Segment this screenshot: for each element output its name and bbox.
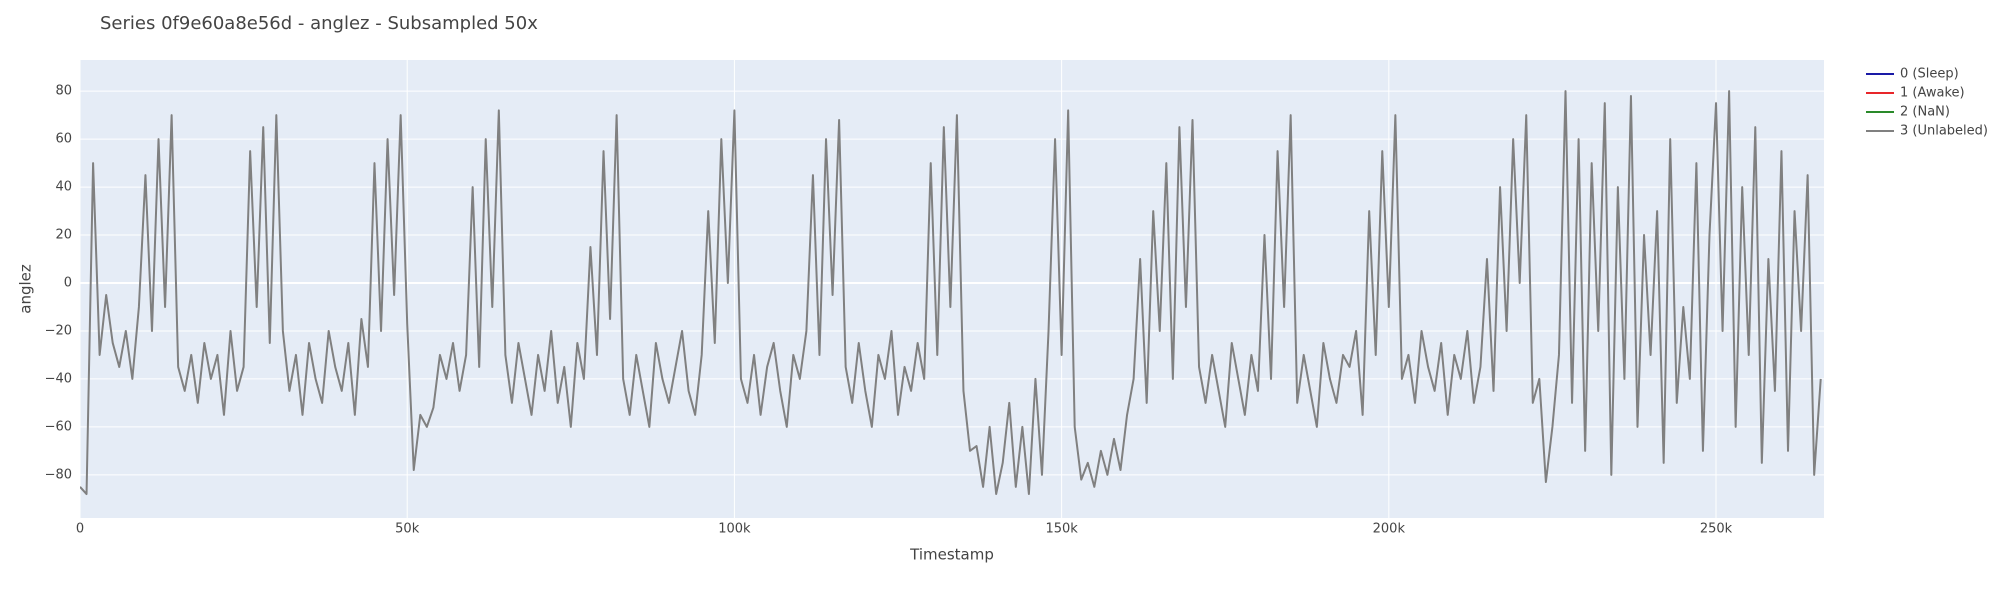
- legend-label: 0 (Sleep): [1900, 67, 1959, 82]
- plot-background: [80, 60, 1824, 518]
- y-tick-label: −20: [45, 323, 72, 338]
- x-tick-label: 250k: [1700, 522, 1733, 537]
- y-tick-label: −60: [45, 419, 72, 434]
- x-axis-title: Timestamp: [909, 546, 994, 564]
- y-tick-label: 80: [55, 84, 72, 99]
- x-tick-label: 200k: [1373, 522, 1406, 537]
- y-tick-label: −40: [45, 371, 72, 386]
- legend-label: 1 (Awake): [1900, 86, 1965, 101]
- y-tick-label: 40: [55, 180, 72, 195]
- x-tick-label: 150k: [1045, 522, 1078, 537]
- chart-title: Series 0f9e60a8e56d - anglez - Subsample…: [100, 13, 538, 34]
- x-tick-label: 50k: [395, 522, 420, 537]
- y-tick-label: 60: [55, 132, 72, 147]
- y-tick-label: 0: [64, 276, 72, 291]
- legend-label: 2 (NaN): [1900, 105, 1950, 120]
- legend-label: 3 (Unlabeled): [1900, 124, 1988, 139]
- y-tick-label: −80: [45, 467, 72, 482]
- x-tick-label: 0: [76, 522, 84, 537]
- y-tick-label: 20: [55, 228, 72, 243]
- data-line: [80, 90, 1822, 496]
- y-axis-title: anglez: [17, 264, 35, 314]
- x-tick-label: 100k: [718, 522, 751, 537]
